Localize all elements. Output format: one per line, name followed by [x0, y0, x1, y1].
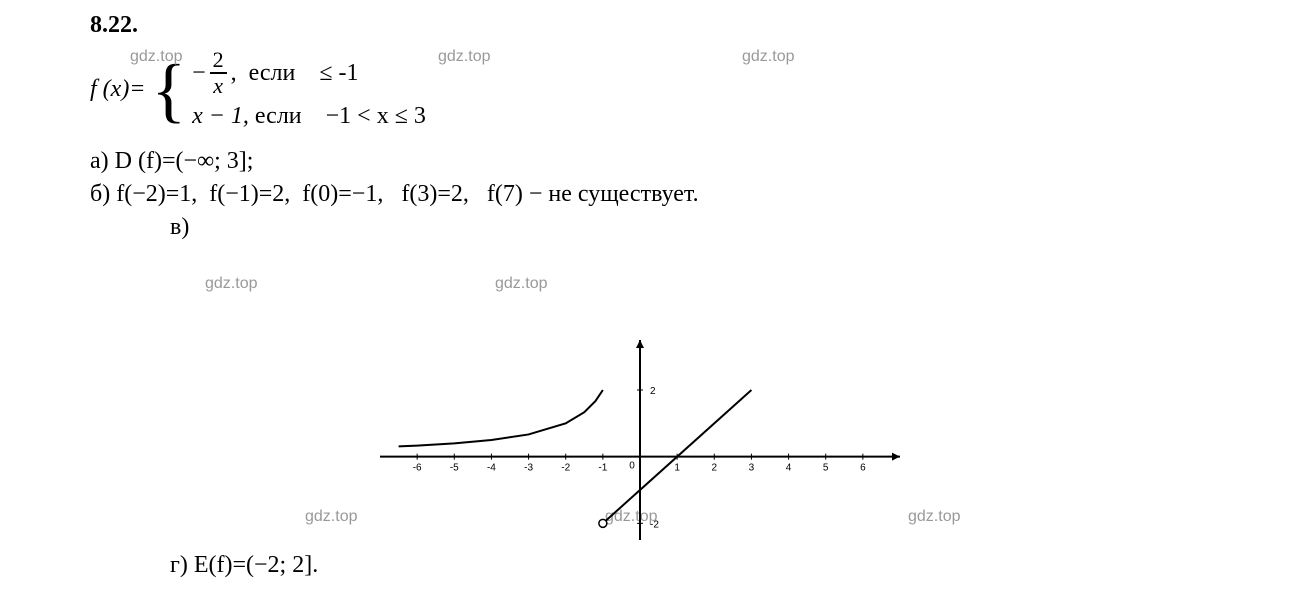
- watermark: gdz.top: [205, 275, 257, 293]
- svg-text:6: 6: [860, 463, 866, 474]
- svg-text:-5: -5: [450, 463, 459, 474]
- svg-text:-2: -2: [650, 519, 659, 530]
- problem-number: 8.22.: [90, 12, 1210, 39]
- svg-text:-3: -3: [524, 463, 533, 474]
- piece-row-1: − 2 x , если ≤ -1: [192, 49, 426, 97]
- fraction-num: 2: [210, 49, 227, 71]
- svg-text:0: 0: [629, 461, 635, 472]
- chart: -6 -5 -4 -3 -2 -1 0 1 2 3 4 5 6 -2 2: [380, 340, 900, 540]
- piece-row-2: x − 1, если −1 < x ≤ 3: [192, 103, 426, 130]
- brace-icon: {: [152, 60, 187, 120]
- minus-sign: −: [192, 60, 206, 87]
- watermark: gdz.top: [305, 508, 357, 526]
- fraction-den: x: [210, 75, 226, 97]
- svg-text:-6: -6: [413, 463, 422, 474]
- fraction: 2 x: [210, 49, 227, 97]
- watermark: gdz.top: [908, 508, 960, 526]
- svg-text:-4: -4: [487, 463, 496, 474]
- watermark: gdz.top: [495, 275, 547, 293]
- svg-text:4: 4: [786, 463, 792, 474]
- piece2-cond: если −1 < x ≤ 3: [255, 103, 426, 130]
- svg-text:1: 1: [674, 463, 680, 474]
- piecewise-def: f (x)= { − 2 x , если ≤ -1 x − 1, если −…: [90, 49, 1210, 130]
- fx-label: f (x)=: [90, 76, 146, 103]
- svg-text:-2: -2: [561, 463, 570, 474]
- part-a: а) D (f)=(−∞; 3];: [90, 148, 1210, 175]
- svg-text:2: 2: [712, 463, 718, 474]
- svg-text:5: 5: [823, 463, 829, 474]
- svg-text:-1: -1: [598, 463, 607, 474]
- piece1-cond: , если ≤ -1: [231, 60, 359, 87]
- part-b: б) f(−2)=1, f(−1)=2, f(0)=−1, f(3)=2, f(…: [90, 181, 1210, 208]
- svg-text:3: 3: [749, 463, 755, 474]
- part-v: в): [170, 214, 1210, 241]
- piece2-expr: x − 1,: [192, 103, 249, 130]
- svg-text:2: 2: [650, 386, 656, 397]
- part-g: г) E(f)=(−2; 2].: [170, 552, 318, 579]
